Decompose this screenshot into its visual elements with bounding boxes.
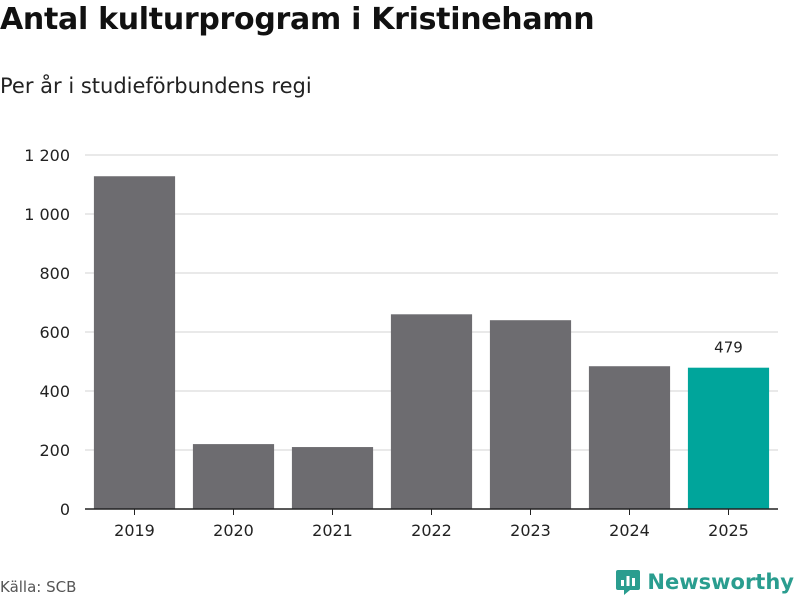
x-tick-label: 2020 (213, 521, 254, 540)
y-tick-label: 1 000 (24, 205, 70, 224)
newsworthy-logo-icon (616, 570, 641, 595)
y-tick-label: 600 (39, 323, 70, 342)
source-note: Källa: SCB (0, 578, 77, 596)
brand-name: Newsworthy (647, 570, 794, 594)
x-tick-label: 2019 (114, 521, 155, 540)
y-tick-label: 0 (60, 500, 70, 519)
brand-logo: Newsworthy (615, 568, 794, 596)
x-tick-label: 2024 (609, 521, 650, 540)
bar-2025 (687, 367, 770, 509)
chart-subtitle: Per år i studieförbundens regi (0, 74, 312, 98)
bar-2023 (489, 320, 572, 509)
x-tick-label: 2023 (510, 521, 551, 540)
y-tick-label: 400 (39, 382, 70, 401)
x-tick-label: 2021 (312, 521, 353, 540)
bar-2024 (588, 366, 671, 509)
y-tick-label: 1 200 (24, 146, 70, 165)
y-tick-label: 800 (39, 264, 70, 283)
axes: 0 200 400 600 800 1 000 1 200 2019 2020 2021 2022 2… (24, 146, 778, 540)
bars (93, 176, 770, 510)
x-tick-label: 2022 (411, 521, 452, 540)
bar-2019 (93, 176, 176, 510)
bar-2022 (390, 314, 473, 509)
chart-title: Antal kulturprogram i Kristinehamn (0, 2, 595, 37)
bar-2020 (192, 444, 275, 509)
data-label: 479 (714, 339, 743, 357)
x-tick-label: 2025 (708, 521, 749, 540)
y-tick-label: 200 (39, 441, 70, 460)
bar-2021 (291, 447, 374, 509)
